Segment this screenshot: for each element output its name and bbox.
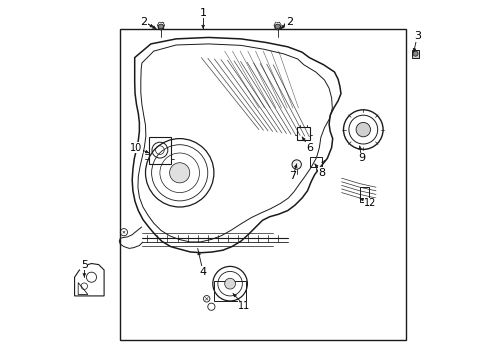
Text: 2: 2: [140, 17, 147, 27]
Text: 8: 8: [318, 168, 325, 178]
Text: 1: 1: [199, 8, 206, 18]
Circle shape: [291, 160, 301, 169]
Bar: [120, 29, 406, 340]
Bar: [296, 127, 310, 140]
Bar: [213, 281, 246, 301]
Text: 3: 3: [413, 31, 420, 41]
Text: 6: 6: [305, 143, 312, 153]
Circle shape: [274, 24, 280, 30]
Text: 12: 12: [364, 198, 376, 208]
Circle shape: [355, 122, 370, 137]
Text: 11: 11: [238, 301, 250, 311]
Circle shape: [412, 51, 417, 56]
Text: 10: 10: [130, 143, 142, 153]
Circle shape: [169, 163, 189, 183]
Circle shape: [224, 278, 235, 289]
Text: 2: 2: [285, 17, 292, 27]
Circle shape: [158, 24, 163, 30]
Text: 5: 5: [81, 260, 88, 270]
Bar: [359, 187, 368, 202]
Text: 9: 9: [357, 153, 365, 163]
Bar: [149, 137, 170, 164]
Text: 4: 4: [199, 267, 206, 277]
Bar: [309, 157, 321, 167]
Bar: [411, 50, 419, 58]
Text: 7: 7: [289, 171, 296, 181]
